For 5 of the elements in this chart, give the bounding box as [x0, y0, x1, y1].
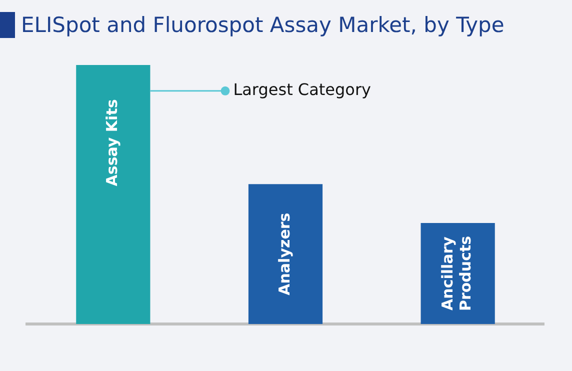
- chart-title: ELISpot and Fluorospot Assay Market, by Type: [21, 13, 504, 37]
- x-tick-label: Ancillary Products: [438, 236, 475, 312]
- annotation: Largest Category: [233, 80, 372, 100]
- x-tick-label: Analyzers: [275, 212, 294, 296]
- x-tick-label: Assay Kits: [103, 99, 122, 186]
